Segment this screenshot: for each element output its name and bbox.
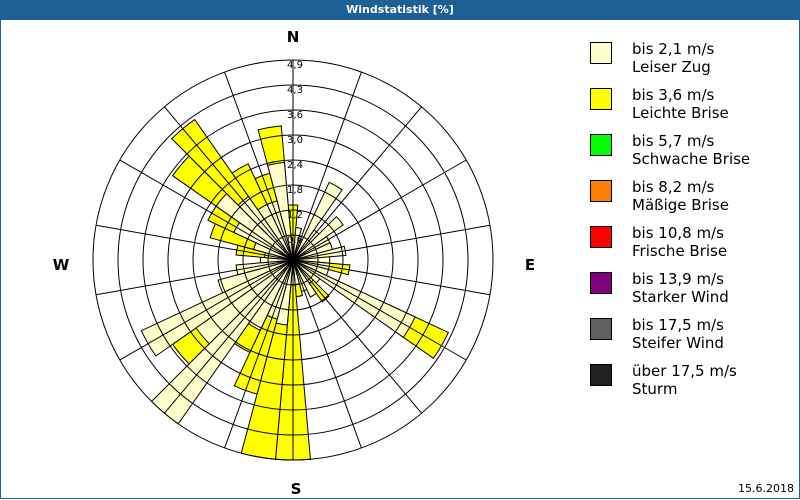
legend-range: bis 17,5 m/s (632, 316, 724, 334)
radial-tick-label: 1,2 (287, 210, 303, 221)
wind-sector (292, 181, 343, 261)
radial-tick-label: 3,0 (287, 135, 303, 146)
grid-spoke (95, 224, 294, 261)
grid-spoke (164, 259, 294, 414)
grid-spoke (292, 106, 422, 261)
compass-north-label: N (287, 28, 300, 46)
radial-tick-label: 3,6 (287, 110, 303, 121)
radial-tick-label: 4,9 (287, 60, 303, 71)
legend-swatch (590, 88, 612, 110)
legend-name: Sturm (632, 380, 678, 398)
grid-spoke (292, 259, 491, 296)
wind-sector (292, 259, 318, 298)
compass-west-label: W (53, 256, 70, 274)
grid-spoke (224, 259, 294, 449)
legend-swatch (590, 134, 612, 156)
grid-spoke (292, 71, 362, 261)
legend-range: bis 13,9 m/s (632, 270, 724, 288)
legend-name: Leiser Zug (632, 58, 711, 76)
date-label: 15.6.2018 (738, 482, 794, 495)
legend-name: Leichte Brise (632, 104, 729, 122)
compass-east-label: E (525, 256, 535, 274)
legend-swatch (590, 272, 612, 294)
wind-sector (292, 259, 416, 338)
grid-spoke (292, 259, 362, 449)
grid-spoke (119, 259, 294, 361)
legend-name: Mäßige Brise (632, 196, 729, 214)
legend-name: Frische Brise (632, 242, 728, 260)
grid-spoke (292, 259, 467, 361)
radial-tick-label: 2,4 (287, 160, 303, 171)
grid-spoke (224, 71, 294, 261)
compass-south-label: S (291, 480, 302, 498)
window-title: Windstatistik [%] (0, 0, 800, 20)
legend-range: bis 8,2 m/s (632, 178, 715, 196)
radial-tick-label: 4,3 (287, 85, 303, 96)
grid-spoke (119, 159, 294, 261)
grid-spoke (292, 259, 422, 414)
grid-spoke (95, 259, 294, 296)
grid-spoke (292, 224, 491, 261)
grid-spoke (292, 159, 467, 261)
wind-sector (217, 259, 294, 294)
legend-swatch (590, 318, 612, 340)
radial-tick-label: 0,6 (287, 235, 303, 246)
radial-tick-label: 1,8 (287, 185, 303, 196)
wind-rose-chart: 0,6 1,2 1,8 2,4 3,0 3,6 4,3 4,9 N E S W (53, 28, 535, 498)
legend-range: bis 10,8 m/s (632, 224, 724, 242)
legend-range: bis 5,7 m/s (632, 132, 715, 150)
legend-range: bis 3,6 m/s (632, 86, 715, 104)
legend-swatch (590, 180, 612, 202)
legend-swatch (590, 42, 612, 64)
grid-spoke (164, 106, 294, 261)
legend-swatch (590, 226, 612, 248)
legend-name: Steifer Wind (632, 334, 724, 352)
legend-range: bis 2,1 m/s (632, 40, 715, 58)
legend-swatch (590, 364, 612, 386)
legend-name: Starker Wind (632, 288, 729, 306)
legend-name: Schwache Brise (632, 150, 751, 168)
legend-range: über 17,5 m/s (632, 362, 737, 380)
